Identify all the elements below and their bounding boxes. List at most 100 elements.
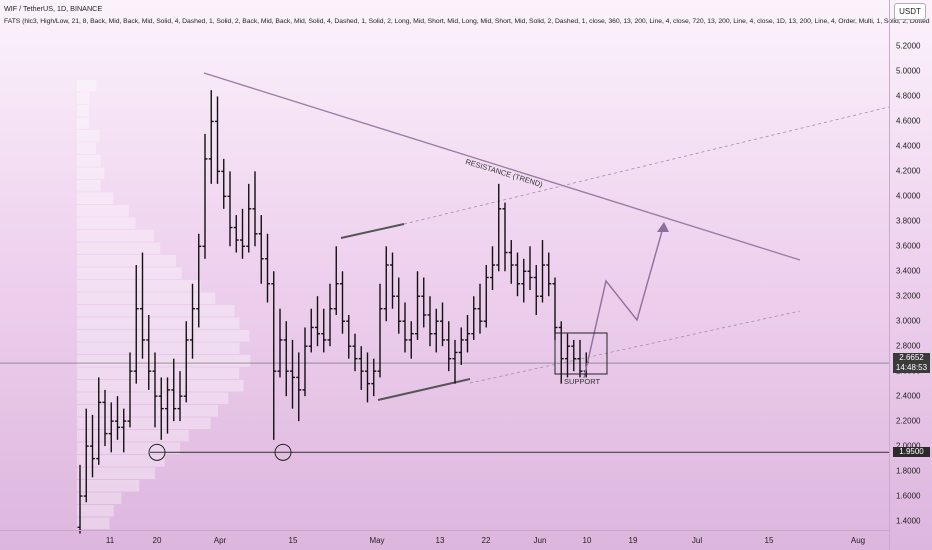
ohlc-bar[interactable] (540, 240, 545, 302)
ohlc-bar[interactable] (490, 246, 495, 290)
volume-profile-bar (77, 468, 155, 480)
volume-profile-bar (77, 180, 101, 192)
support-price-label: 1.9500 (893, 447, 930, 457)
ohlc-bar[interactable] (321, 309, 326, 353)
ohlc-bar[interactable] (328, 284, 333, 346)
ohlc-bar[interactable] (465, 315, 470, 352)
time-tick-label: Apr (214, 536, 226, 545)
time-tick-label: 13 (436, 536, 445, 545)
ohlc-bar[interactable] (265, 234, 270, 303)
ohlc-bar[interactable] (396, 278, 401, 334)
price-tick-label: 3.6000 (896, 242, 920, 251)
ohlc-bar[interactable] (478, 284, 483, 334)
ohlc-bar[interactable] (371, 359, 376, 396)
ohlc-bar[interactable] (246, 184, 251, 253)
price-tick-label: 3.8000 (896, 217, 920, 226)
ohlc-bar[interactable] (515, 253, 520, 297)
ohlc-bar[interactable] (334, 246, 339, 315)
ohlc-bar[interactable] (565, 334, 570, 378)
symbol-title: WIF / TetherUS, 1D, BINANCE (4, 4, 102, 13)
ohlc-bar[interactable] (453, 340, 458, 384)
price-tick-label: 1.6000 (896, 492, 920, 501)
ohlc-bar[interactable] (309, 309, 314, 353)
ohlc-bar[interactable] (484, 265, 489, 327)
volume-profile-bar (77, 118, 89, 130)
price-tick-label: 3.2000 (896, 292, 920, 301)
ohlc-bar[interactable] (203, 134, 208, 259)
ohlc-bar[interactable] (303, 327, 308, 396)
price-tick-label: 1.4000 (896, 517, 920, 526)
volume-profile-bar (77, 93, 89, 105)
volume-profile-bar (77, 218, 136, 230)
ohlc-bar[interactable] (284, 321, 289, 396)
ohlc-bar[interactable] (315, 296, 320, 346)
ohlc-bar[interactable] (253, 171, 258, 246)
volume-profile-bar (77, 355, 250, 367)
ohlc-bar[interactable] (346, 315, 351, 359)
ohlc-bar[interactable] (403, 302, 408, 352)
ohlc-bar[interactable] (571, 340, 576, 371)
ohlc-bar[interactable] (278, 309, 283, 378)
ohlc-bar[interactable] (390, 253, 395, 309)
ohlc-bar[interactable] (528, 246, 533, 290)
flag-bottom-line[interactable] (378, 379, 470, 400)
time-tick-label: 20 (153, 536, 162, 545)
ohlc-bar[interactable] (521, 259, 526, 303)
ohlc-bar[interactable] (290, 340, 295, 409)
volume-profile-bar (77, 330, 249, 342)
ohlc-bar[interactable] (409, 321, 414, 358)
ohlc-bar[interactable] (421, 278, 426, 328)
ohlc-bar[interactable] (240, 209, 245, 259)
volume-profile-bar (77, 455, 165, 467)
time-tick-label: 19 (629, 536, 638, 545)
volume-profile-bar (77, 105, 89, 117)
ohlc-bar[interactable] (553, 278, 558, 340)
current-price-label: 2.6652 (893, 353, 930, 363)
ohlc-bar[interactable] (446, 321, 451, 371)
ohlc-bar[interactable] (503, 203, 508, 272)
volume-profile-bar (77, 280, 201, 292)
volume-profile (77, 80, 250, 529)
resistance-trendline[interactable] (204, 73, 800, 260)
ohlc-bar[interactable] (209, 90, 214, 184)
ohlc-bar[interactable] (440, 302, 445, 346)
bar-countdown-label: 14:48:53 (893, 363, 930, 373)
indicator-legend[interactable]: FATS (hlc3, High/Low, 21, 8, Back, Mid, … (4, 18, 930, 25)
price-tick-label: 4.4000 (896, 142, 920, 151)
volume-profile-bar (77, 230, 154, 242)
price-tick-label: 5.2000 (896, 42, 920, 51)
ohlc-bar[interactable] (234, 215, 239, 252)
volume-profile-bar (77, 155, 101, 167)
ohlc-bar[interactable] (378, 284, 383, 378)
projection-arrow[interactable] (584, 224, 664, 378)
volume-profile-bar (77, 193, 113, 205)
volume-profile-bar (77, 243, 160, 255)
ohlc-bar[interactable] (471, 296, 476, 340)
price-tick-label: 2.4000 (896, 392, 920, 401)
ohlc-bar[interactable] (509, 240, 514, 284)
ohlc-bar[interactable] (271, 271, 276, 440)
support-box[interactable] (555, 333, 607, 374)
ohlc-bar[interactable] (259, 215, 264, 284)
lower-channel-line[interactable] (470, 311, 800, 383)
ohlc-bar[interactable] (415, 271, 420, 340)
flag-top-line[interactable] (341, 224, 404, 238)
ohlc-bar[interactable] (221, 159, 226, 209)
volume-profile-bar (77, 518, 109, 530)
ohlc-bar[interactable] (428, 296, 433, 346)
ohlc-bar[interactable] (496, 184, 501, 271)
ohlc-bar[interactable] (359, 346, 364, 390)
ohlc-bar[interactable] (384, 246, 389, 321)
ohlc-bar[interactable] (353, 334, 358, 371)
ohlc-bar[interactable] (340, 271, 345, 333)
ohlc-bar[interactable] (215, 96, 220, 183)
time-tick-label: Jul (692, 536, 702, 545)
ohlc-bar[interactable] (228, 171, 233, 246)
ohlc-bar[interactable] (434, 309, 439, 353)
ohlc-bar[interactable] (459, 327, 464, 364)
ohlc-bar[interactable] (534, 265, 539, 315)
ohlc-bar[interactable] (546, 253, 551, 297)
ohlc-bar[interactable] (365, 352, 370, 402)
